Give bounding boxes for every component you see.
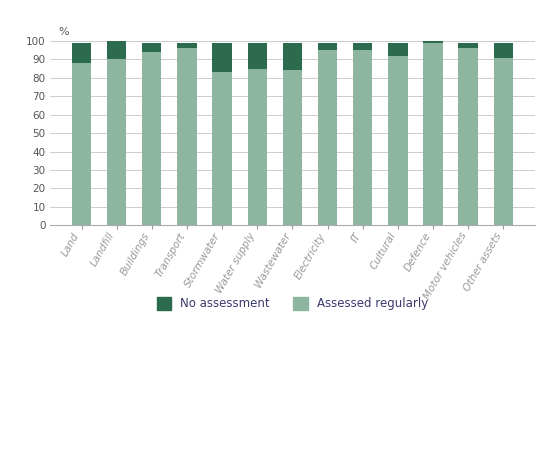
Bar: [283, 43, 302, 70]
Bar: [212, 43, 232, 72]
Bar: [248, 69, 267, 225]
Bar: [142, 43, 162, 52]
Legend: No assessment, Assessed regularly: No assessment, Assessed regularly: [152, 293, 433, 315]
Bar: [353, 43, 372, 50]
Bar: [248, 43, 267, 69]
Bar: [388, 56, 408, 225]
Bar: [493, 43, 513, 58]
Bar: [72, 43, 91, 63]
Bar: [72, 63, 91, 225]
Bar: [142, 52, 162, 225]
Bar: [107, 60, 126, 225]
Bar: [318, 43, 337, 50]
Bar: [424, 41, 443, 43]
Bar: [353, 50, 372, 225]
Bar: [177, 43, 196, 48]
Bar: [459, 43, 478, 48]
Bar: [318, 50, 337, 225]
Bar: [212, 72, 232, 225]
Bar: [107, 41, 126, 60]
Text: %: %: [59, 27, 69, 37]
Bar: [493, 58, 513, 225]
Bar: [459, 48, 478, 225]
Bar: [388, 43, 408, 56]
Bar: [177, 48, 196, 225]
Bar: [424, 43, 443, 225]
Bar: [283, 70, 302, 225]
